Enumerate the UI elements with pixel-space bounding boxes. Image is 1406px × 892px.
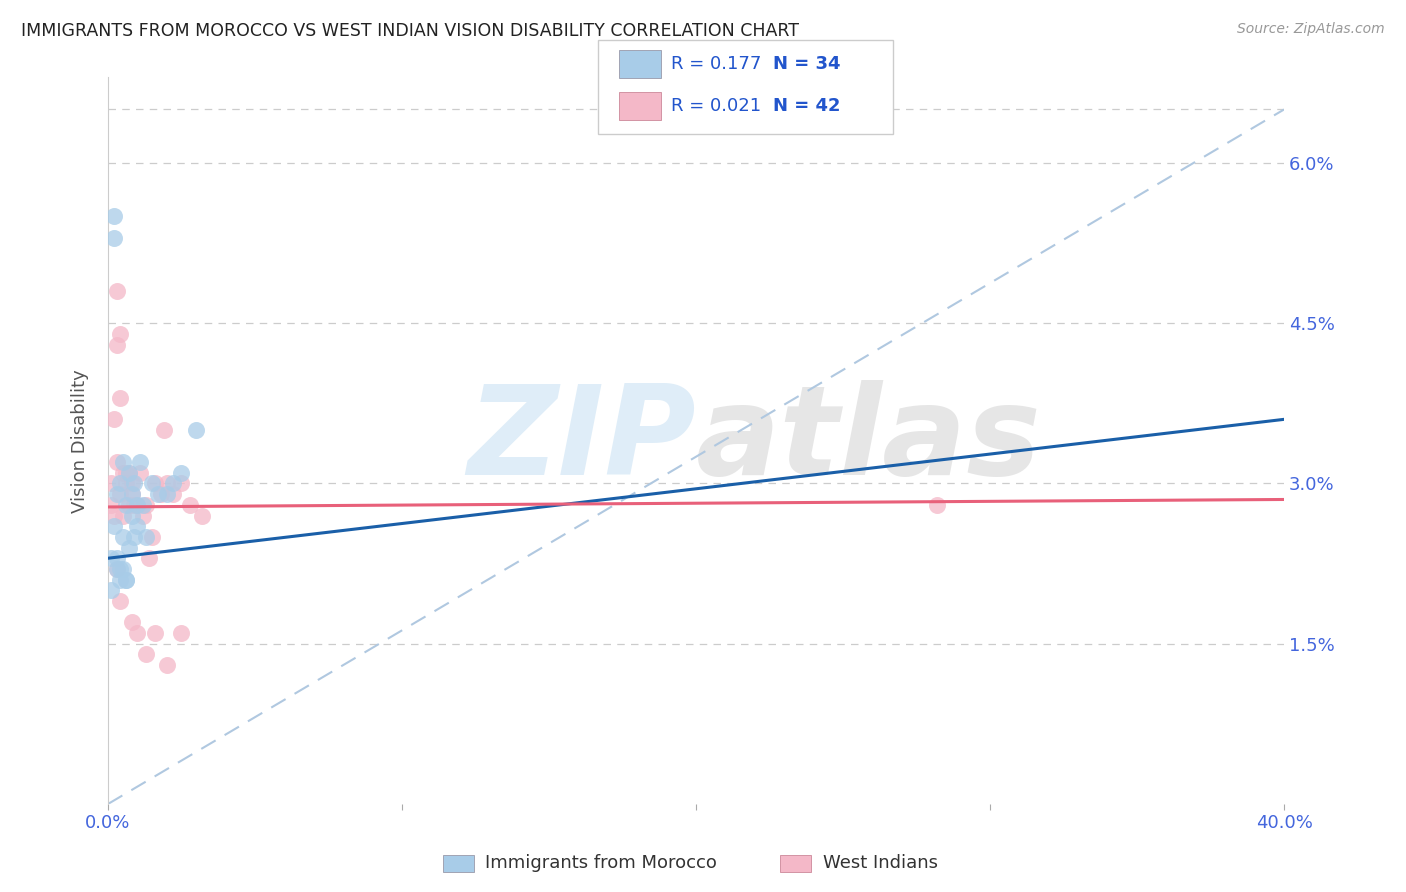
Point: [108, 326, 131, 341]
Text: IMMIGRANTS FROM MOROCCO VS WEST INDIAN VISION DISABILITY CORRELATION CHART: IMMIGRANTS FROM MOROCCO VS WEST INDIAN V…: [21, 22, 799, 40]
Point: [129, 455, 152, 469]
Text: R = 0.177: R = 0.177: [671, 55, 761, 73]
Point: [132, 498, 155, 512]
Text: N = 34: N = 34: [773, 55, 841, 73]
Point: [121, 487, 143, 501]
Point: [114, 573, 136, 587]
Point: [114, 573, 136, 587]
Point: [108, 391, 131, 405]
Text: Source: ZipAtlas.com: Source: ZipAtlas.com: [1237, 22, 1385, 37]
Point: [127, 626, 149, 640]
Point: [138, 551, 160, 566]
Text: N = 42: N = 42: [773, 97, 841, 115]
Point: [143, 626, 166, 640]
Point: [111, 562, 134, 576]
Point: [111, 466, 134, 480]
Point: [108, 476, 131, 491]
Point: [117, 466, 139, 480]
Point: [105, 487, 128, 501]
Point: [925, 498, 948, 512]
Point: [117, 466, 139, 480]
Point: [170, 466, 193, 480]
Point: [114, 466, 136, 480]
Point: [111, 530, 134, 544]
Point: [146, 487, 169, 501]
Point: [100, 551, 122, 566]
Text: ZIP: ZIP: [467, 380, 696, 501]
Point: [153, 423, 176, 437]
Point: [124, 476, 146, 491]
Point: [100, 498, 122, 512]
Point: [103, 519, 125, 533]
Point: [117, 498, 139, 512]
Point: [132, 508, 155, 523]
Point: [156, 658, 179, 673]
Point: [108, 594, 131, 608]
Point: [103, 210, 125, 224]
Point: [170, 476, 193, 491]
Point: [114, 498, 136, 512]
Point: [124, 498, 146, 512]
Point: [103, 412, 125, 426]
Point: [100, 583, 122, 598]
Point: [179, 498, 201, 512]
Point: [100, 476, 122, 491]
Point: [129, 466, 152, 480]
Point: [108, 487, 131, 501]
Point: [121, 476, 143, 491]
Point: [108, 573, 131, 587]
Point: [105, 284, 128, 298]
Point: [127, 519, 149, 533]
Point: [105, 337, 128, 351]
Point: [191, 508, 214, 523]
Point: [117, 541, 139, 555]
Point: [135, 498, 157, 512]
Text: Immigrants from Morocco: Immigrants from Morocco: [485, 855, 717, 872]
Point: [149, 487, 172, 501]
Point: [111, 455, 134, 469]
Point: [141, 530, 163, 544]
Point: [141, 476, 163, 491]
Point: [111, 508, 134, 523]
Y-axis label: Vision Disability: Vision Disability: [72, 368, 89, 513]
Point: [105, 455, 128, 469]
Text: R = 0.021: R = 0.021: [671, 97, 761, 115]
Point: [156, 476, 179, 491]
Point: [127, 498, 149, 512]
Text: atlas: atlas: [696, 380, 1042, 501]
Point: [121, 487, 143, 501]
Text: West Indians: West Indians: [823, 855, 938, 872]
Point: [156, 487, 179, 501]
Point: [103, 508, 125, 523]
Point: [108, 562, 131, 576]
Point: [105, 562, 128, 576]
Point: [135, 648, 157, 662]
Point: [143, 476, 166, 491]
Point: [105, 551, 128, 566]
Point: [103, 230, 125, 244]
Point: [124, 530, 146, 544]
Point: [114, 476, 136, 491]
Point: [105, 562, 128, 576]
Point: [186, 423, 208, 437]
Point: [121, 615, 143, 630]
Point: [162, 476, 184, 491]
Point: [135, 530, 157, 544]
Point: [162, 487, 184, 501]
Point: [121, 508, 143, 523]
Point: [170, 626, 193, 640]
Point: [127, 498, 149, 512]
